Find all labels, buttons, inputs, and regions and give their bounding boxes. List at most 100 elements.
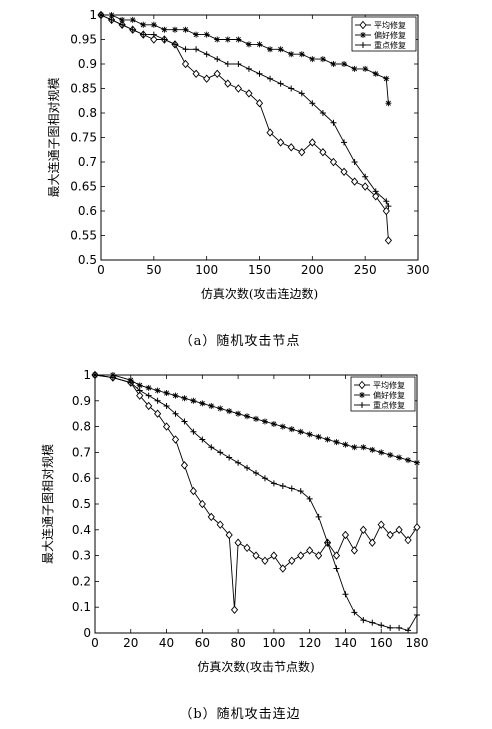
series-0-point: [350, 546, 358, 555]
y-tick-label: 1: [89, 8, 97, 22]
series-2-point: [145, 392, 152, 399]
series-0-point: [224, 79, 232, 88]
series-2-point: [224, 61, 231, 67]
series-1-point: [161, 26, 168, 33]
series-0-point: [252, 551, 260, 560]
series-1-point: [140, 21, 147, 28]
series-0-point: [351, 177, 359, 186]
series-0-point: [340, 167, 348, 176]
series-0-point: [145, 401, 153, 411]
series-2-point: [129, 26, 136, 33]
series-2-point: [342, 591, 349, 598]
series-1-point: [203, 31, 210, 38]
series-0-point: [368, 538, 376, 547]
series-2-point: [98, 12, 104, 18]
legend-swatch-marker: [359, 392, 365, 398]
series-0-point: [413, 523, 421, 532]
x-tick-label: 80: [230, 636, 245, 650]
series-0-point: [287, 143, 295, 152]
series-0-point: [382, 206, 390, 216]
y-tick-label: 0.1: [72, 600, 91, 614]
series-2-point: [309, 100, 316, 107]
series-1-point: [372, 70, 379, 77]
series-0-point: [243, 543, 251, 553]
series-2-point: [226, 454, 233, 461]
series-1-point: [190, 397, 197, 404]
series-2-point: [140, 31, 147, 38]
y-tick-label: 1: [83, 368, 91, 382]
x-tick-label: 120: [298, 636, 321, 650]
series-1-point: [396, 454, 403, 461]
series-2-point: [351, 159, 358, 165]
series-1-point: [193, 31, 200, 38]
series-0-point: [136, 391, 144, 400]
x-tick-label: 50: [146, 263, 161, 277]
series-2-point: [369, 619, 376, 626]
series-1-point: [351, 444, 358, 451]
y-tick-label: 0.5: [78, 253, 97, 267]
series-2-point: [288, 485, 295, 492]
y-tick-label: 0.95: [70, 33, 97, 47]
series-1-point: [261, 418, 268, 425]
series-2-point: [245, 65, 252, 72]
series-1-point: [315, 433, 322, 440]
series-1-point: [226, 408, 233, 415]
x-tick-label: 100: [195, 263, 218, 277]
series-1-point: [267, 46, 274, 53]
series-1-point: [333, 439, 340, 446]
series-1-point: [330, 61, 337, 67]
series-2-point: [360, 617, 367, 624]
series-2-point: [385, 203, 392, 210]
series-1-point: [270, 421, 277, 428]
series-2-point: [261, 475, 268, 482]
figure-caption: （b）随机攻击连边: [179, 706, 300, 722]
series-0-point: [298, 148, 306, 157]
series-1-point: [119, 16, 126, 23]
series-1-point: [306, 431, 313, 438]
y-tick-label: 0.8: [72, 420, 91, 434]
series-2-point: [244, 464, 251, 471]
x-tick-label: 100: [262, 636, 285, 650]
series-1-point: [288, 51, 295, 58]
series-line-2: [100, 14, 389, 207]
series-1-point: [224, 36, 231, 43]
series-2-point: [330, 119, 337, 126]
series-0-point: [308, 138, 316, 147]
series-2-point: [181, 418, 188, 425]
series-0-point: [372, 192, 380, 201]
x-tick-label: 150: [248, 263, 271, 277]
series-2-point: [279, 482, 286, 489]
series-2-point: [383, 198, 390, 205]
y-tick-label: 0.5: [72, 497, 91, 511]
chart-a: 0 50 100 150 200 250 300 0.5 0.55 0.6 0.65 0.7 0.75 0…: [46, 8, 429, 349]
series-2-point: [351, 609, 358, 616]
series-line-2: [94, 374, 418, 631]
y-tick-label: 0.7: [72, 445, 91, 459]
series-1-point: [324, 436, 331, 443]
series-1-point: [383, 75, 390, 82]
series-0-point: [404, 535, 412, 545]
series-1-point: [360, 444, 367, 451]
series-0-point: [189, 486, 197, 496]
series-2-point: [288, 85, 295, 92]
series-1-point: [171, 26, 178, 33]
series-1-point: [297, 428, 304, 435]
series-2-point: [108, 16, 115, 23]
series-1-point: [235, 36, 242, 43]
series-0-point: [261, 556, 269, 565]
series-1-point: [288, 426, 295, 433]
series-0-point: [154, 409, 162, 418]
legend-swatch-marker: [360, 32, 366, 38]
series-1-point: [145, 384, 152, 391]
series-0-point: [279, 564, 287, 573]
series-2-point: [298, 90, 305, 97]
series-1-point: [319, 56, 326, 63]
series-2-point: [172, 410, 179, 417]
series-0-point: [341, 530, 350, 540]
legend-label: 平均修复: [374, 20, 406, 30]
series-1-point: [217, 405, 224, 412]
series-0-point: [288, 556, 296, 565]
series-2-point: [315, 513, 322, 520]
series-1-point: [309, 56, 316, 63]
